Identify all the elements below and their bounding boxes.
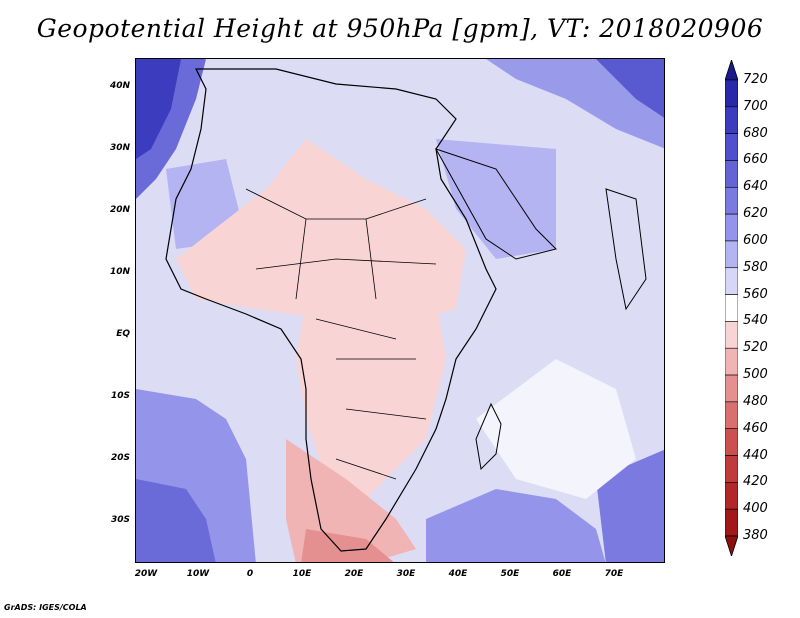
colorbar-level-label: 720 [743,72,768,87]
colorbar-segment [725,267,738,295]
india-coastline [605,188,647,311]
colorbar-level-label: 680 [743,125,768,141]
lon-label-70e: 70E [604,569,624,579]
credit-label: GrADS: IGES/COLA [4,603,87,612]
colorbar-level-label: 460 [743,420,768,436]
colorbar-segment [725,401,738,430]
lon-label-40e: 40E [448,569,468,579]
colorbar-segment [725,79,738,108]
country-borders [245,188,437,480]
colorbar-level-label: 440 [743,447,768,463]
colorbar-segment [725,482,738,510]
lon-label-20w: 20W [134,569,158,579]
s-africa-core [301,529,394,562]
lon-label-10w: 10W [186,569,210,579]
map-canvas [136,59,664,562]
colorbar-segment [725,347,738,376]
colorbar-level-label: 660 [743,152,768,168]
lon-label-30e: 30E [396,569,416,579]
map-title: Geopotential Height at 950hPa [gpm], VT:… [36,14,764,43]
madagascar-region [476,359,636,499]
colorbar-segment [725,294,738,322]
lat-label-20n: 20N [109,205,130,215]
sahel-low [176,139,466,329]
lat-label-40n: 40N [109,81,130,91]
colorbar-segment [725,374,738,403]
s-atlantic-core [136,479,216,562]
ne-core [596,59,664,118]
colorbar-level-label: 500 [743,367,768,383]
colorbar-top-triangle [725,60,738,81]
colorbar-bottom-triangle [725,535,738,556]
lat-label-30n: 30N [109,143,130,153]
se-indian-high [596,449,664,562]
colorbar-segment [725,160,738,188]
colorbar-level-label: 380 [743,528,768,543]
colorbar-level-label: 560 [743,286,768,302]
lat-label-10n: 10N [109,267,130,277]
lon-label-0: 0 [246,569,254,579]
lon-label-10e: 10E [292,569,312,579]
lat-label-eq: EQ [116,329,130,339]
colorbar-segment [725,455,738,483]
colorbar-level-label: 520 [743,340,768,356]
lat-label-10s: 10S [110,391,130,401]
madagascar-coastline [475,402,502,471]
colorbar-level-label: 420 [743,474,768,490]
colorbar-level-label: 620 [743,206,768,222]
colorbar-segment [725,428,738,456]
lat-label-20s: 20S [110,453,130,463]
africa-coastline [165,68,497,552]
lat-label-30s: 30S [110,515,130,525]
colorbar-segment [725,186,738,215]
colorbar-level-label: 480 [743,393,768,409]
colorbar-level-label: 600 [743,232,768,248]
colorbar-segment [725,321,738,349]
lon-label-60e: 60E [552,569,572,579]
colorbar-level-label: 700 [743,98,768,114]
colorbar-segment [725,106,738,134]
s-indian-high [426,489,606,562]
colorbar-level-label: 540 [743,313,768,329]
arabia-high [436,139,556,259]
colorbar-segment [725,133,738,161]
lon-label-50e: 50E [500,569,520,579]
colorbar-segment [725,240,738,269]
colorbar [725,60,738,556]
map-plot-area[interactable] [135,58,665,563]
central-africa-low [296,299,446,499]
lon-label-20e: 20E [344,569,364,579]
arabia-coastline [434,148,557,260]
colorbar-level-label: 580 [743,259,768,275]
colorbar-level-label: 640 [743,179,768,195]
colorbar-segment [725,508,738,537]
nw-atlantic-core [136,59,181,159]
colorbar-level-label: 400 [743,501,768,517]
colorbar-segment [725,213,738,242]
